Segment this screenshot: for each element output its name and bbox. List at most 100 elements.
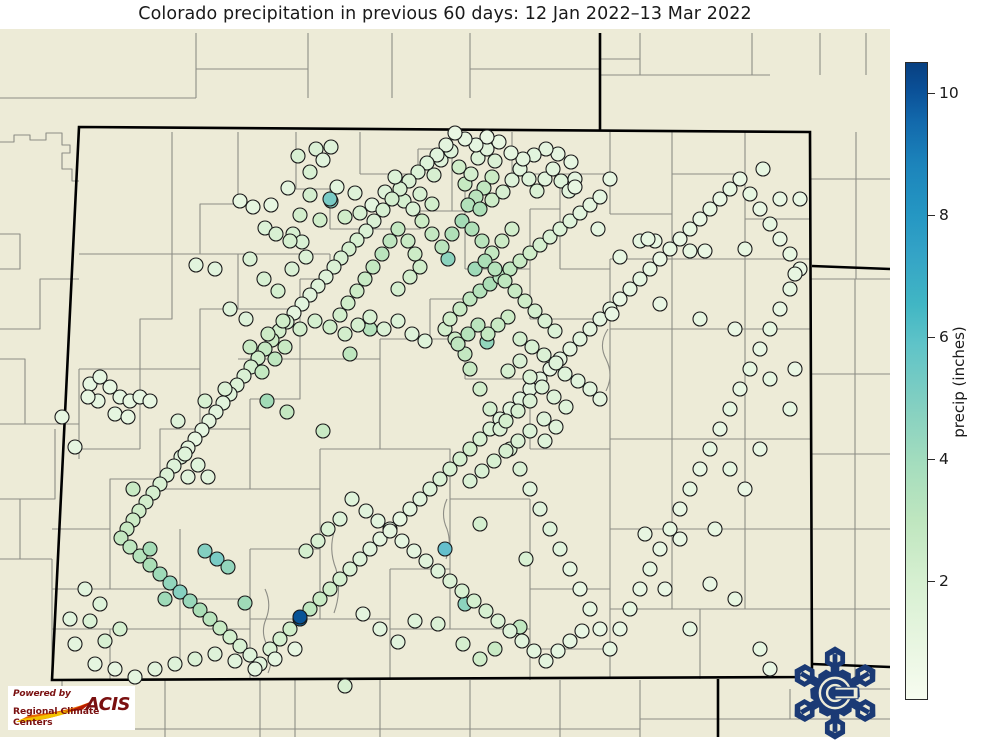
station-point[interactable] — [268, 226, 284, 242]
station-point[interactable] — [542, 229, 558, 245]
station-point[interactable] — [652, 541, 668, 557]
station-point[interactable] — [707, 521, 723, 537]
station-point[interactable] — [77, 581, 93, 597]
station-point[interactable] — [127, 669, 143, 685]
station-point[interactable] — [340, 295, 356, 311]
station-point[interactable] — [417, 333, 433, 349]
station-point[interactable] — [212, 620, 228, 636]
station-point[interactable] — [512, 353, 528, 369]
station-point[interactable] — [478, 603, 494, 619]
station-point[interactable] — [322, 319, 338, 335]
station-point[interactable] — [405, 201, 421, 217]
station-point[interactable] — [192, 602, 208, 618]
station-point[interactable] — [267, 651, 283, 667]
station-point[interactable] — [538, 141, 554, 157]
station-point[interactable] — [494, 233, 510, 249]
station-point[interactable] — [782, 246, 798, 262]
station-point[interactable] — [342, 561, 358, 577]
station-point[interactable] — [632, 581, 648, 597]
station-point[interactable] — [67, 636, 83, 652]
station-point[interactable] — [464, 221, 480, 237]
station-point[interactable] — [315, 152, 331, 168]
station-point[interactable] — [382, 233, 398, 249]
station-point[interactable] — [302, 164, 318, 180]
station-point[interactable] — [355, 606, 371, 622]
station-point[interactable] — [510, 433, 526, 449]
station-point[interactable] — [337, 326, 353, 342]
station-point[interactable] — [640, 231, 656, 247]
station-point[interactable] — [437, 541, 453, 557]
station-point[interactable] — [460, 326, 476, 342]
station-point[interactable] — [390, 634, 406, 650]
station-point[interactable] — [602, 641, 618, 657]
station-point[interactable] — [259, 393, 275, 409]
station-point[interactable] — [419, 155, 435, 171]
station-point[interactable] — [512, 253, 528, 269]
station-point[interactable] — [182, 593, 198, 609]
station-point[interactable] — [167, 656, 183, 672]
station-point[interactable] — [697, 243, 713, 259]
station-point[interactable] — [472, 651, 488, 667]
station-point[interactable] — [237, 595, 253, 611]
station-point[interactable] — [406, 543, 422, 559]
station-point[interactable] — [322, 191, 338, 207]
station-point[interactable] — [467, 261, 483, 277]
station-point[interactable] — [782, 401, 798, 417]
station-point[interactable] — [142, 541, 158, 557]
station-point[interactable] — [157, 591, 173, 607]
station-point[interactable] — [572, 581, 588, 597]
station-point[interactable] — [497, 273, 513, 289]
station-point[interactable] — [504, 221, 520, 237]
station-point[interactable] — [787, 361, 803, 377]
station-point[interactable] — [323, 139, 339, 155]
station-point[interactable] — [200, 469, 216, 485]
station-point[interactable] — [484, 169, 500, 185]
station-point[interactable] — [682, 481, 698, 497]
station-point[interactable] — [113, 530, 129, 546]
station-point[interactable] — [310, 533, 326, 549]
station-point[interactable] — [500, 309, 516, 325]
station-point[interactable] — [112, 621, 128, 637]
station-point[interactable] — [376, 321, 392, 337]
station-point[interactable] — [384, 191, 400, 207]
station-point[interactable] — [392, 511, 408, 527]
station-point[interactable] — [390, 313, 406, 329]
station-point[interactable] — [574, 623, 590, 639]
station-point[interactable] — [92, 596, 108, 612]
station-point[interactable] — [502, 623, 518, 639]
station-point[interactable] — [329, 179, 345, 195]
station-point[interactable] — [582, 381, 598, 397]
station-point[interactable] — [526, 643, 542, 659]
station-point[interactable] — [422, 481, 438, 497]
station-point[interactable] — [592, 621, 608, 637]
station-point[interactable] — [737, 241, 753, 257]
station-point[interactable] — [512, 331, 528, 347]
station-point[interactable] — [772, 301, 788, 317]
station-point[interactable] — [414, 213, 430, 229]
station-point[interactable] — [463, 166, 479, 182]
station-point[interactable] — [308, 141, 324, 157]
station-point[interactable] — [62, 611, 78, 627]
station-point[interactable] — [662, 521, 678, 537]
station-point[interactable] — [582, 601, 598, 617]
station-point[interactable] — [737, 481, 753, 497]
station-point[interactable] — [500, 363, 516, 379]
station-point[interactable] — [752, 201, 768, 217]
station-point[interactable] — [732, 381, 748, 397]
station-point[interactable] — [337, 678, 353, 694]
station-point[interactable] — [722, 181, 738, 197]
station-point[interactable] — [357, 271, 373, 287]
station-point[interactable] — [637, 526, 653, 542]
station-point[interactable] — [557, 366, 573, 382]
station-point[interactable] — [672, 231, 688, 247]
station-point[interactable] — [142, 557, 158, 573]
station-point[interactable] — [350, 317, 366, 333]
station-point[interactable] — [404, 326, 420, 342]
station-point[interactable] — [727, 591, 743, 607]
station-point[interactable] — [172, 584, 188, 600]
station-point[interactable] — [282, 621, 298, 637]
station-point[interactable] — [472, 381, 488, 397]
station-point[interactable] — [394, 533, 410, 549]
station-point[interactable] — [487, 261, 503, 277]
station-point[interactable] — [486, 453, 502, 469]
